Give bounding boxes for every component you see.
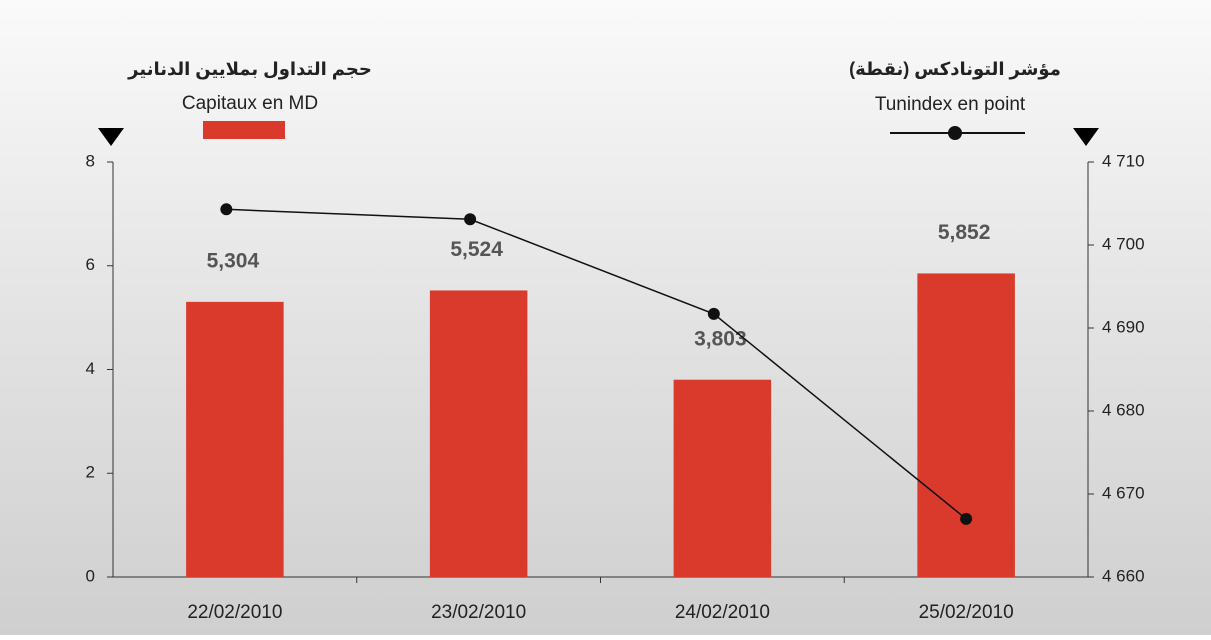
axis-marker bbox=[1073, 128, 1099, 146]
legend-label: Tunindex en point bbox=[875, 94, 1026, 115]
y2-tick-label: 4 710 bbox=[1102, 151, 1145, 170]
y2-tick-label: 4 700 bbox=[1102, 234, 1145, 253]
line-point bbox=[960, 512, 973, 525]
data-label: 5,524 bbox=[450, 238, 503, 261]
legend-swatch bbox=[203, 121, 285, 139]
y2-tick-label: 4 660 bbox=[1102, 566, 1145, 585]
left-title: حجم التداول بملايين الدنانير bbox=[127, 59, 372, 80]
data-label: 5,304 bbox=[207, 249, 260, 272]
y-tick-label: 6 bbox=[86, 255, 95, 274]
x-tick-label: 25/02/2010 bbox=[919, 602, 1014, 623]
data-label: 3,803 bbox=[694, 327, 747, 350]
y-tick-label: 0 bbox=[86, 566, 95, 585]
y2-tick-label: 4 690 bbox=[1102, 317, 1145, 336]
axis-marker bbox=[98, 128, 124, 146]
y-tick-label: 4 bbox=[86, 359, 95, 378]
bar bbox=[917, 273, 1015, 577]
y2-tick-label: 4 680 bbox=[1102, 400, 1145, 419]
x-tick-label: 24/02/2010 bbox=[675, 602, 770, 623]
bar bbox=[429, 290, 528, 577]
x-tick-label: 22/02/2010 bbox=[187, 602, 282, 623]
line-point bbox=[707, 307, 720, 320]
x-tick-label: 23/02/2010 bbox=[431, 602, 526, 623]
legend-label: Capitaux en MD bbox=[182, 93, 318, 114]
y-tick-label: 2 bbox=[86, 463, 95, 482]
bar bbox=[186, 301, 284, 577]
line bbox=[226, 208, 967, 520]
y-tick-label: 8 bbox=[86, 151, 95, 170]
line-point bbox=[464, 213, 477, 226]
data-label: 5,852 bbox=[938, 221, 991, 244]
line-point bbox=[220, 203, 233, 216]
legend-marker bbox=[948, 126, 962, 140]
y2-tick-label: 4 670 bbox=[1102, 483, 1145, 502]
bar bbox=[673, 379, 772, 577]
right-title: مؤشر التونادكس (نقطة) bbox=[849, 59, 1061, 80]
